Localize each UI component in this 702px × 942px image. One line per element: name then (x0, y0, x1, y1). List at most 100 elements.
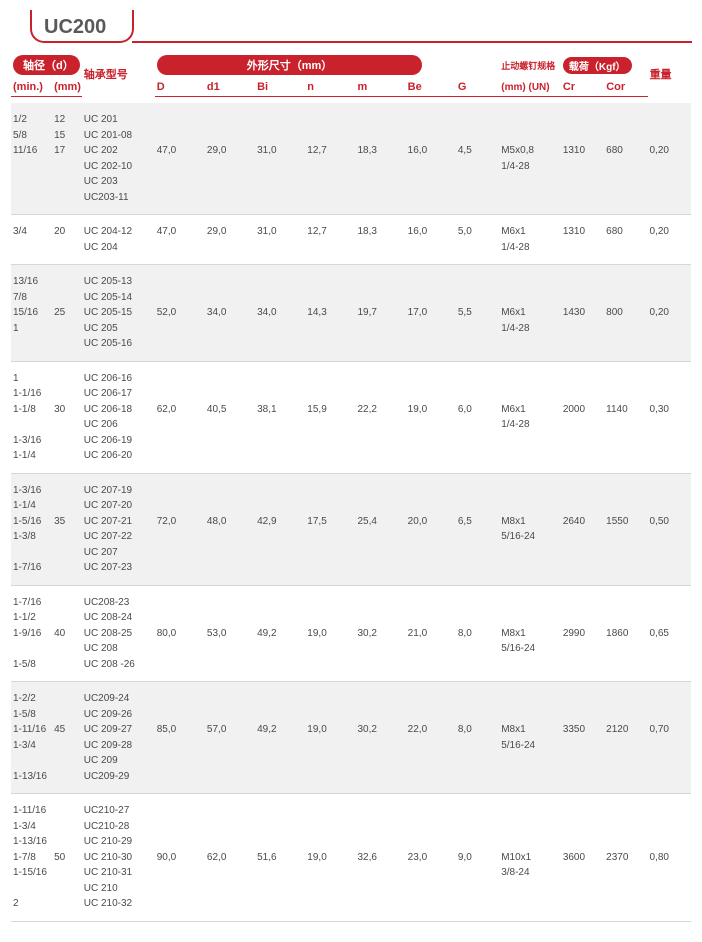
cell-min: 1-1/8 (11, 402, 52, 418)
cell-model: UC 208 (82, 641, 155, 657)
cell-D: 85,0 (155, 722, 205, 738)
cell-empty (205, 585, 255, 610)
header-table: 轴径（d） 轴承型号 外形尺寸（mm） 止动螺钉规格 载荷（Kgf） 重量 (m… (11, 52, 691, 97)
cell-empty (305, 707, 355, 723)
cell-model: UC 209-28 (82, 738, 155, 754)
cell-wt (648, 610, 692, 626)
cell-Cr (561, 738, 604, 754)
cell-wt (648, 641, 692, 657)
cell-Cor (604, 896, 647, 921)
hdr-bolt-sub: (mm) (UN) (499, 78, 561, 97)
cell-model: UC 209 (82, 753, 155, 769)
hdr-Bi: Bi (255, 78, 305, 97)
cell-empty (305, 834, 355, 850)
cell-Be: 22,0 (406, 722, 456, 738)
cell-empty (205, 896, 255, 921)
cell-Cor (604, 174, 647, 190)
cell-mm (52, 529, 82, 545)
cell-wt (648, 448, 692, 473)
hdr-min: (min.) (11, 78, 52, 97)
hdr-shaft-dia: 轴径（d） (11, 52, 82, 78)
cell-G: 8,0 (456, 626, 499, 642)
cell-empty (406, 881, 456, 897)
cell-n: 15,9 (305, 402, 355, 418)
cell-empty (155, 896, 205, 921)
cell-Cr: 3600 (561, 850, 604, 866)
cell-G: 6,0 (456, 402, 499, 418)
cell-empty (406, 290, 456, 306)
cell-empty (456, 417, 499, 433)
cell-model: UC 208-25 (82, 626, 155, 642)
cell-empty (255, 545, 305, 561)
cell-empty (205, 290, 255, 306)
cell-empty (456, 498, 499, 514)
cell-empty (406, 738, 456, 754)
cell-mm: 15 (52, 128, 82, 144)
cell-empty (155, 610, 205, 626)
cell-model: UC 210 (82, 881, 155, 897)
table-row: 5/815UC 201-08 (11, 128, 691, 144)
cell-empty (406, 657, 456, 682)
cell-empty (456, 819, 499, 835)
cell-bolt (499, 657, 561, 682)
cell-mm: 40 (52, 626, 82, 642)
cell-Cr (561, 529, 604, 545)
cell-empty (305, 336, 355, 361)
cell-Cor (604, 819, 647, 835)
cell-Cor (604, 498, 647, 514)
table-row: 1-3/16UC 207-19 (11, 473, 691, 498)
cell-Cr: 2990 (561, 626, 604, 642)
cell-bolt: 5/16-24 (499, 529, 561, 545)
table-row: 1-5/8UC 208 -26 (11, 657, 691, 682)
cell-wt (648, 834, 692, 850)
cell-empty (255, 819, 305, 835)
cell-mm (52, 707, 82, 723)
cell-G: 6,5 (456, 514, 499, 530)
cell-model: UC208-23 (82, 585, 155, 610)
cell-empty (355, 585, 405, 610)
cell-empty (255, 473, 305, 498)
cell-empty (205, 560, 255, 585)
cell-model: UC 204-12 (82, 215, 155, 240)
cell-model: UC 208 -26 (82, 657, 155, 682)
cell-Cr (561, 159, 604, 175)
cell-min: 1-7/16 (11, 560, 52, 585)
cell-empty (305, 417, 355, 433)
cell-Cr (561, 865, 604, 881)
hdr-n: n (305, 78, 355, 97)
cell-empty (205, 159, 255, 175)
cell-min (11, 240, 52, 265)
cell-mm: 30 (52, 402, 82, 418)
cell-empty (456, 529, 499, 545)
cell-empty (406, 794, 456, 819)
cell-empty (355, 448, 405, 473)
table-row: 1-1/4UC 206-20 (11, 448, 691, 473)
cell-empty (305, 865, 355, 881)
table-row: UC203-11 (11, 190, 691, 215)
cell-wt (648, 290, 692, 306)
cell-empty (305, 738, 355, 754)
cell-empty (255, 865, 305, 881)
cell-bolt: M8x1 (499, 722, 561, 738)
table-row: 1-1/830UC 206-1862,040,538,115,922,219,0… (11, 402, 691, 418)
cell-empty (406, 190, 456, 215)
cell-d1: 53,0 (205, 626, 255, 642)
cell-empty (456, 265, 499, 290)
cell-empty (255, 896, 305, 921)
cell-bolt: M5x0,8 (499, 143, 561, 159)
cell-Cr (561, 585, 604, 610)
cell-wt (648, 128, 692, 144)
cell-bolt (499, 336, 561, 361)
cell-Cor (604, 834, 647, 850)
cell-m: 22,2 (355, 402, 405, 418)
table-row: 7/8UC 205-14 (11, 290, 691, 306)
cell-model: UC210-28 (82, 819, 155, 835)
cell-min: 1-11/16 (11, 794, 52, 819)
cell-m: 32,6 (355, 850, 405, 866)
cell-empty (155, 128, 205, 144)
cell-wt (648, 707, 692, 723)
cell-model: UC209-29 (82, 769, 155, 794)
cell-mm (52, 610, 82, 626)
cell-empty (355, 545, 405, 561)
cell-Cr (561, 560, 604, 585)
